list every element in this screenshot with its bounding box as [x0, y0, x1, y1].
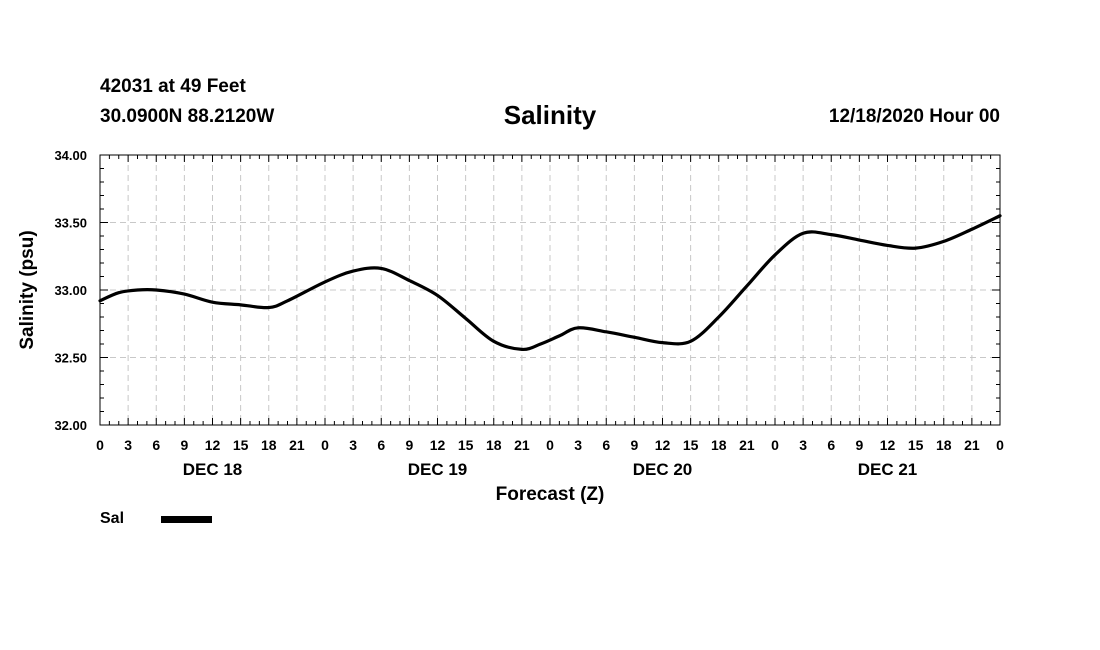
x-tick-label: 12	[880, 437, 896, 453]
x-tick-label: 18	[936, 437, 952, 453]
x-tick-label: 0	[321, 437, 329, 453]
x-tick-label: 0	[96, 437, 104, 453]
y-tick-label: 34.00	[54, 148, 87, 163]
x-tick-label: 15	[458, 437, 474, 453]
x-tick-label: 0	[996, 437, 1004, 453]
day-label: DEC 19	[408, 460, 468, 479]
y-tick-label: 32.50	[54, 351, 87, 366]
y-tick-label: 32.00	[54, 418, 87, 433]
x-tick-label: 15	[683, 437, 699, 453]
x-axis-label: Forecast (Z)	[496, 484, 605, 505]
legend-label-sal: Sal	[100, 510, 125, 527]
day-label: DEC 18	[183, 460, 243, 479]
x-tick-label: 15	[908, 437, 924, 453]
grid-layer	[100, 155, 1000, 425]
x-tick-label: 9	[405, 437, 413, 453]
x-tick-label: 6	[827, 437, 835, 453]
y-tick-label: 33.50	[54, 216, 87, 231]
x-tick-label: 6	[602, 437, 610, 453]
x-tick-label: 21	[289, 437, 305, 453]
x-tick-label: 0	[771, 437, 779, 453]
x-tick-label: 3	[574, 437, 582, 453]
x-tick-label: 12	[430, 437, 446, 453]
x-tick-label: 12	[655, 437, 671, 453]
x-tick-label: 3	[349, 437, 357, 453]
x-tick-label: 3	[124, 437, 132, 453]
legend-swatch-sal	[161, 516, 212, 523]
x-tick-label: 9	[180, 437, 188, 453]
station-coordinates: 30.0900N 88.2120W	[100, 106, 275, 127]
day-label: DEC 21	[858, 460, 918, 479]
labels-layer: 0 3 6 9 12 15 18 21 0 3 6 9 12 15 18 21 0 3 6 9 12 15 18 21 0 3 6 9…	[54, 148, 1004, 479]
x-tick-label: 21	[514, 437, 530, 453]
chart-title: Salinity	[503, 100, 597, 130]
y-tick-label: 33.00	[54, 283, 87, 298]
x-tick-label: 6	[152, 437, 160, 453]
x-tick-label: 21	[964, 437, 980, 453]
x-tick-label: 18	[261, 437, 277, 453]
x-tick-label: 18	[711, 437, 727, 453]
x-tick-label: 12	[205, 437, 221, 453]
x-tick-label: 0	[546, 437, 554, 453]
x-tick-label: 18	[486, 437, 502, 453]
x-tick-label: 9	[630, 437, 638, 453]
x-tick-label: 3	[799, 437, 807, 453]
x-tick-label: 15	[233, 437, 249, 453]
ticks-layer	[99, 154, 1001, 426]
x-tick-label: 9	[855, 437, 863, 453]
x-tick-label: 21	[739, 437, 755, 453]
series-line-sal	[98, 214, 1002, 352]
y-axis-label: Salinity (psu)	[17, 230, 38, 349]
day-label: DEC 20	[633, 460, 693, 479]
x-tick-label: 6	[377, 437, 385, 453]
station-name: 42031 at 49 Feet	[100, 76, 246, 97]
forecast-run-time: 12/18/2020 Hour 00	[828, 106, 1000, 127]
